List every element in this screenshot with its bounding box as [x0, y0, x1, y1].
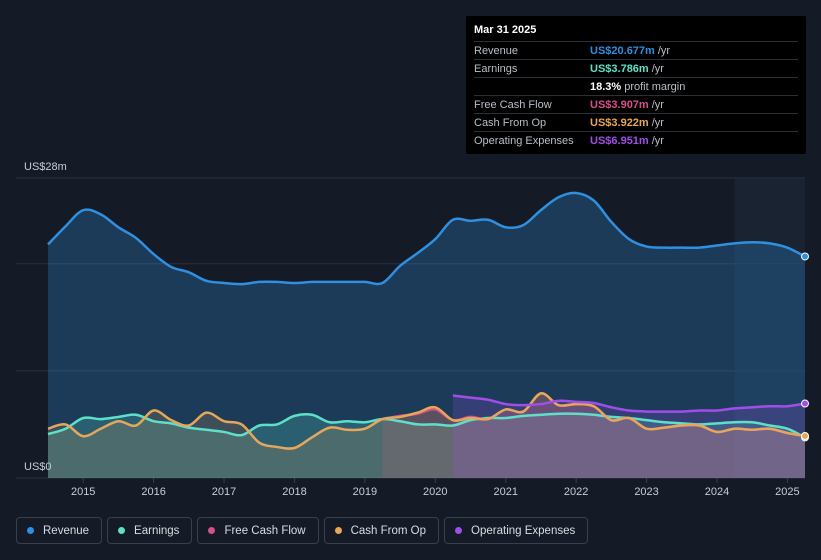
tooltip-row-label: Earnings: [474, 62, 518, 75]
legend-item-label: Earnings: [134, 524, 180, 537]
free-cash-flow-dot-icon: [208, 527, 216, 534]
operating-expenses-line: [452, 394, 806, 413]
legend-item-earnings[interactable]: Earnings: [107, 517, 193, 544]
operating-expenses-dot-icon: [455, 527, 463, 534]
x-tick-label: 2019: [353, 486, 377, 498]
x-axis-ticks: 2015 2016 2017 2018 2019 2020 2021 2022 2023 2024…: [71, 478, 800, 498]
series-areas: [48, 192, 805, 479]
tooltip-row: Operating Expenses US$6.951m/yr: [474, 131, 798, 149]
tooltip-row-unit: /yr: [651, 98, 664, 111]
tooltip-row-value: US$3.907m: [590, 98, 649, 111]
revenue-line: [47, 191, 806, 286]
tooltip-rows: Revenue US$20.677m/yr Earnings US$3.786m/yr…: [474, 41, 798, 149]
x-tick-label: 2022: [564, 486, 588, 498]
x-tick-label: 2023: [634, 486, 658, 498]
grid-lines: [16, 177, 805, 479]
tooltip-row-unit: /yr: [651, 62, 664, 75]
legend-item-cash-from-op[interactable]: Cash From Op: [323, 517, 440, 544]
legend-item-label: Operating Expenses: [471, 524, 576, 537]
revenue-end-marker: [801, 252, 809, 261]
tooltip-row-value: US$3.786m: [590, 62, 649, 75]
tooltip-row: Revenue US$20.677m/yr: [474, 41, 798, 59]
legend-item-label: Cash From Op: [350, 524, 427, 537]
y-axis-top-label: US$28m: [24, 161, 67, 173]
earnings-dot-icon: [118, 527, 126, 534]
end-markers: [801, 252, 809, 442]
x-tick-label: 2018: [282, 486, 306, 498]
operating-expenses-area: [452, 395, 805, 478]
x-tick-label: 2021: [493, 486, 517, 498]
operating-expenses-end-marker: [801, 399, 809, 408]
x-tick-label: 2016: [141, 486, 165, 498]
x-tick-label: 2017: [212, 486, 236, 498]
legend-item-operating-expenses[interactable]: Operating Expenses: [444, 517, 589, 544]
legend-item-free-cash-flow[interactable]: Free Cash Flow: [197, 517, 319, 544]
tooltip-row-label: Operating Expenses: [474, 134, 574, 147]
tooltip-row-label: Revenue: [474, 44, 519, 57]
x-tick-label: 2015: [71, 486, 95, 498]
x-tick-label: 2020: [423, 486, 447, 498]
tooltip-row-label: Cash From Op: [474, 116, 547, 129]
tooltip-row-value: US$20.677m: [590, 44, 655, 57]
tooltip-row: Cash From Op US$3.922m/yr: [474, 113, 798, 131]
tooltip-row-unit: /yr: [651, 134, 664, 147]
earnings-area: [48, 413, 805, 478]
tooltip-row-unit: /yr: [651, 116, 664, 129]
chart-legend: Revenue Earnings Free Cash Flow Cash From O…: [16, 517, 589, 544]
free-cash-flow-area: [382, 393, 805, 478]
tooltip-row-value: US$6.951m: [590, 134, 649, 147]
series-lines: [47, 191, 806, 450]
data-tooltip: Mar 31 2025 Revenue US$20.677m/yr Earnings…: [466, 16, 806, 154]
tooltip-row-unit: profit margin: [624, 80, 686, 93]
cash-from-op-area: [48, 393, 805, 478]
x-tick-label: 2025: [775, 486, 799, 498]
y-axis-bottom-label: US$0: [24, 461, 52, 473]
x-tick-label: 2024: [705, 486, 729, 498]
revenue-area: [48, 192, 805, 479]
cash-from-op-dot-icon: [334, 527, 342, 534]
legend-item-label: Free Cash Flow: [224, 524, 306, 537]
cash-from-op-line: [47, 392, 806, 450]
tooltip-row-value: US$3.922m: [590, 116, 649, 129]
cash-from-op-end-marker: [801, 431, 809, 440]
tooltip-row: Free Cash Flow US$3.907m/yr: [474, 95, 798, 113]
tooltip-row-label: Free Cash Flow: [474, 98, 552, 111]
tooltip-row: Earnings US$3.786m/yr: [474, 59, 798, 77]
tooltip-row: 18.3% profit margin: [474, 77, 798, 95]
earnings-line: [47, 412, 806, 439]
legend-item-label: Revenue: [43, 524, 90, 537]
tooltip-date: Mar 31 2025: [474, 24, 537, 36]
legend-item-revenue[interactable]: Revenue: [16, 517, 103, 544]
revenue-dot-icon: [27, 527, 34, 534]
tooltip-row-unit: /yr: [657, 44, 671, 57]
tooltip-row-value: 18.3%: [590, 80, 622, 93]
